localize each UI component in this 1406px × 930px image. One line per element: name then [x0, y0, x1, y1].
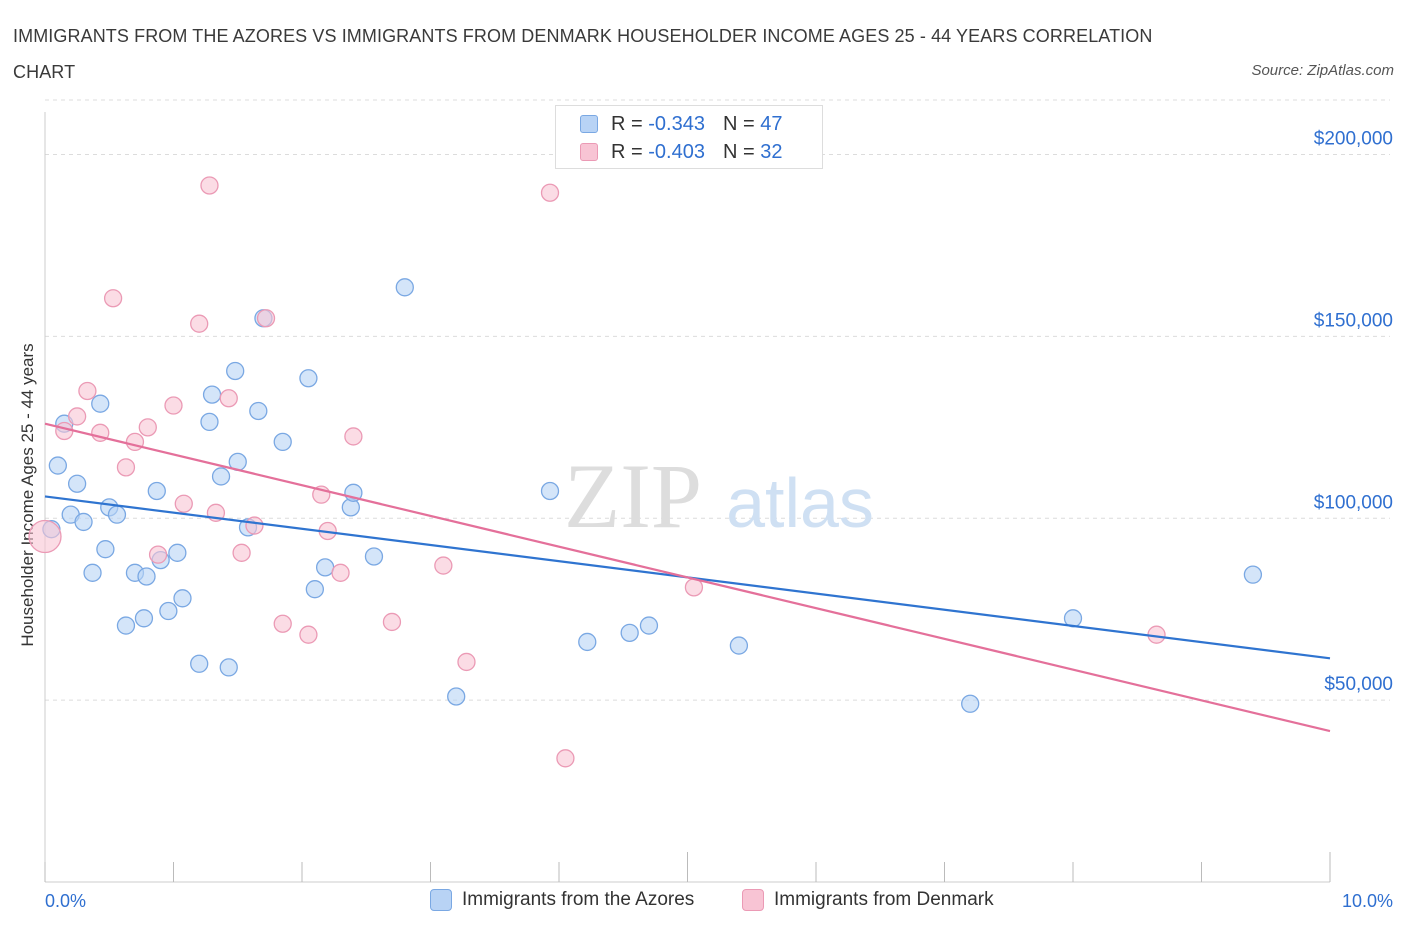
azores-point: [159, 601, 178, 621]
azores-point: [620, 623, 639, 643]
grid-lines: [45, 99, 1390, 701]
denmark-point: [331, 563, 350, 582]
denmark-point: [174, 494, 193, 513]
y-tick-label: $50,000: [1324, 674, 1393, 695]
azores-point: [299, 369, 318, 388]
denmark-point: [273, 614, 292, 633]
azores-point: [540, 481, 560, 501]
azores-point: [226, 361, 245, 381]
azores-point: [48, 456, 67, 475]
trend-lines: [44, 422, 1331, 733]
denmark-point: [219, 389, 238, 408]
legend-item-azores[interactable]: Immigrants from the Azores: [430, 889, 694, 911]
r-value: -0.343: [648, 112, 705, 135]
legend-swatch-denmark: [742, 889, 764, 911]
denmark-point: [200, 176, 219, 195]
azores-point: [447, 687, 466, 706]
stats-legend: R = -0.343 N = 47 R = -0.403 N = 32: [555, 105, 823, 169]
x-tick-label-max: 10.0%: [1341, 891, 1393, 911]
azores-point: [639, 616, 659, 635]
azores-point: [729, 636, 749, 655]
legend-label-azores: Immigrants from the Azores: [462, 889, 695, 910]
azores-point: [1243, 565, 1263, 584]
denmark-point: [344, 427, 363, 446]
n-label: N =: [722, 140, 755, 163]
r-value: -0.403: [648, 140, 705, 163]
azores-swatch: [580, 115, 598, 133]
azores-point: [91, 394, 110, 413]
azores-point: [137, 567, 156, 586]
azores-point: [961, 694, 980, 713]
azores-point: [74, 512, 93, 532]
azores-point: [200, 412, 219, 432]
watermark: ZIP atlas: [564, 445, 874, 547]
y-tick-label: $200,000: [1314, 129, 1393, 150]
denmark-point: [164, 396, 183, 415]
data-points: [28, 176, 1263, 768]
denmark-point: [540, 183, 560, 202]
azores-point: [273, 432, 292, 452]
azores-point: [116, 616, 136, 635]
azores-point: [190, 654, 209, 673]
azores-point: [134, 609, 154, 628]
azores-point: [173, 589, 192, 608]
denmark-point: [67, 407, 87, 426]
azores-point: [219, 658, 238, 677]
y-tick-label: $150,000: [1314, 310, 1393, 331]
r-label: R =: [611, 112, 643, 135]
denmark-point: [138, 418, 157, 437]
denmark-point: [434, 556, 453, 575]
denmark-point: [125, 432, 145, 452]
y-tick-labels: $50,000 $100,000 $150,000 $200,000: [1314, 129, 1393, 696]
azores-point: [395, 278, 414, 297]
azores-point: [168, 543, 187, 562]
azores-point: [364, 547, 384, 566]
denmark-point: [245, 516, 264, 535]
denmark-point: [256, 309, 276, 328]
legend-swatch-azores: [430, 889, 452, 911]
denmark-point: [232, 543, 251, 562]
series-legend: Immigrants from the Azores Immigrants fr…: [0, 889, 1406, 915]
stats-row-denmark: R = -0.403 N = 32: [580, 138, 782, 166]
azores-point: [107, 505, 127, 524]
denmark-point: [116, 458, 136, 477]
denmark-point: [382, 612, 402, 632]
azores-point: [305, 580, 325, 599]
legend-item-denmark[interactable]: Immigrants from Denmark: [742, 889, 994, 911]
n-label: N =: [722, 112, 755, 135]
legend-label-denmark: Immigrants from Denmark: [774, 889, 994, 910]
azores-point: [249, 401, 268, 421]
stats-row-azores: R = -0.343 N = 47: [580, 110, 782, 138]
r-label: R =: [611, 140, 643, 163]
denmark-point: [78, 381, 97, 401]
axes: [44, 112, 1331, 883]
denmark-point: [28, 519, 62, 554]
denmark-trend-line: [44, 422, 1331, 733]
denmark-point: [457, 652, 476, 672]
azores-point: [202, 385, 222, 404]
azores-point: [67, 474, 87, 493]
azores-point: [147, 481, 166, 501]
chart-title: IMMIGRANTS FROM THE AZORES VS IMMIGRANTS…: [13, 26, 1153, 82]
azores-point: [315, 558, 335, 577]
n-value: 47: [760, 112, 783, 135]
y-tick-label: $100,000: [1314, 492, 1393, 513]
n-value: 32: [760, 140, 783, 163]
azores-point: [96, 540, 115, 559]
x-tick-label-min: 0.0%: [45, 891, 87, 911]
denmark-point: [556, 749, 575, 768]
watermark-atlas: atlas: [726, 464, 874, 542]
denmark-point: [299, 625, 318, 644]
denmark-point: [148, 545, 168, 564]
denmark-swatch: [580, 143, 598, 161]
source-label: Source: ZipAtlas.com: [1251, 62, 1394, 79]
azores-point: [211, 467, 231, 486]
azores-point: [578, 632, 597, 652]
watermark-zip: ZIP: [564, 445, 702, 547]
azores-point: [83, 563, 102, 582]
denmark-point: [103, 289, 123, 308]
denmark-point: [190, 314, 209, 333]
denmark-point: [55, 421, 74, 441]
